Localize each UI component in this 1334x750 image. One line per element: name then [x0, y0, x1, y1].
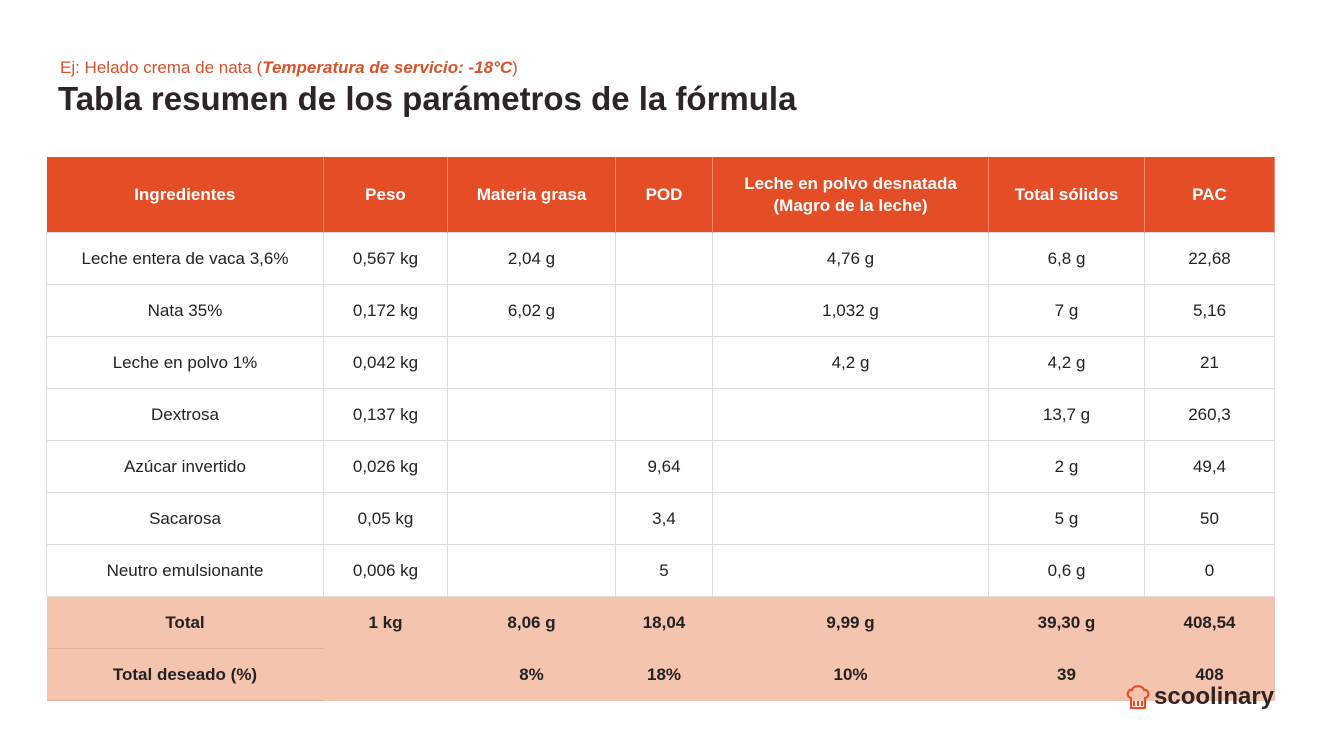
table-cell — [447, 440, 616, 493]
table-cell: 21 — [1144, 336, 1275, 389]
page-title: Tabla resumen de los parámetros de la fó… — [58, 80, 797, 117]
table-cell: 39 — [988, 648, 1145, 701]
column-header: Leche en polvo desnatada (Magro de la le… — [712, 157, 989, 233]
table-cell: 4,76 g — [712, 232, 989, 285]
table-cell — [712, 492, 989, 545]
recipe-subtitle: Ej: Helado crema de nata (Temperatura de… — [60, 58, 518, 78]
table-cell — [712, 440, 989, 493]
table-row: Leche entera de vaca 3,6% 0,567 kg 2,04 g 4… — [46, 232, 1275, 285]
table-header-row: Ingredientes Peso Materia grasa POD Leche en… — [46, 157, 1275, 233]
table-cell — [447, 492, 616, 545]
table-cell — [712, 544, 989, 597]
table-cell: 4,2 g — [988, 336, 1145, 389]
table-cell: 0,026 kg — [323, 440, 448, 493]
table-cell — [323, 648, 448, 701]
table-cell: Leche entera de vaca 3,6% — [46, 232, 324, 285]
table-row: Leche en polvo 1% 0,042 kg 4,2 g 4,2 g 21 — [46, 336, 1275, 389]
table-cell: 0,05 kg — [323, 492, 448, 545]
table-cell: 8,06 g — [447, 596, 616, 649]
table-cell: 18,04 — [615, 596, 713, 649]
table-cell: 0,6 g — [988, 544, 1145, 597]
table-cell — [615, 388, 713, 441]
table-cell: 39,30 g — [988, 596, 1145, 649]
table-cell: 0,006 kg — [323, 544, 448, 597]
column-header: PAC — [1144, 157, 1275, 233]
table-cell: 49,4 — [1144, 440, 1275, 493]
table-cell: 0,567 kg — [323, 232, 448, 285]
table-cell: 9,64 — [615, 440, 713, 493]
table-cell: Nata 35% — [46, 284, 324, 337]
table-cell: 1,032 g — [712, 284, 989, 337]
column-header: Total sólidos — [988, 157, 1145, 233]
table-cell: Dextrosa — [46, 388, 324, 441]
table-cell — [447, 544, 616, 597]
table-cell: 0,042 kg — [323, 336, 448, 389]
table-cell: Sacarosa — [46, 492, 324, 545]
table-cell: 22,68 — [1144, 232, 1275, 285]
table-cell: Azúcar invertido — [46, 440, 324, 493]
logo-text: scoolinary — [1154, 683, 1275, 710]
formula-table: Ingredientes Peso Materia grasa POD Leche en… — [46, 157, 1275, 701]
service-temperature: Temperatura de servicio: -18°C — [262, 58, 513, 77]
table-cell: 50 — [1144, 492, 1275, 545]
table-cell: Leche en polvo 1% — [46, 336, 324, 389]
table-cell — [712, 388, 989, 441]
column-header: POD — [615, 157, 713, 233]
chef-hat-icon — [1126, 685, 1150, 710]
table-cell: 13,7 g — [988, 388, 1145, 441]
table-cell: Total — [46, 596, 324, 649]
table-row: Sacarosa 0,05 kg 3,4 5 g 50 — [46, 492, 1275, 545]
table-cell: 260,3 — [1144, 388, 1275, 441]
table-cell: 2 g — [988, 440, 1145, 493]
scoolinary-logo: scoolinary — [1126, 683, 1274, 711]
table-cell: 0 — [1144, 544, 1275, 597]
table-cell: 8% — [447, 648, 616, 701]
table-cell: 7 g — [988, 284, 1145, 337]
table-cell: 2,04 g — [447, 232, 616, 285]
table-cell: 0,137 kg — [323, 388, 448, 441]
table-cell — [447, 388, 616, 441]
subtitle-prefix: Ej: Helado crema de nata ( — [60, 58, 263, 77]
table-cell — [447, 336, 616, 389]
table-cell — [615, 336, 713, 389]
table-cell: 408,54 — [1144, 596, 1275, 649]
column-header: Peso — [323, 157, 448, 233]
total-row: Total 1 kg 8,06 g 18,04 9,99 g 39,30 g 408,54 — [46, 596, 1275, 649]
table-cell: 5 g — [988, 492, 1145, 545]
table-cell: 9,99 g — [712, 596, 989, 649]
table-row: Azúcar invertido 0,026 kg 9,64 2 g 49,4 — [46, 440, 1275, 493]
table-cell: 5 — [615, 544, 713, 597]
table-cell: 1 kg — [323, 596, 448, 649]
table-cell: 6,8 g — [988, 232, 1145, 285]
table-cell: Total deseado (%) — [46, 648, 324, 701]
table-cell — [615, 284, 713, 337]
table-cell: 18% — [615, 648, 713, 701]
column-header: Materia grasa — [447, 157, 616, 233]
table-cell: 5,16 — [1144, 284, 1275, 337]
column-header: Ingredientes — [46, 157, 324, 233]
subtitle-suffix: ) — [512, 58, 518, 77]
table-cell — [615, 232, 713, 285]
table-cell: 10% — [712, 648, 989, 701]
table-cell: 3,4 — [615, 492, 713, 545]
total-row: Total deseado (%) 8% 18% 10% 39 408 — [46, 648, 1275, 701]
table-row: Dextrosa 0,137 kg 13,7 g 260,3 — [46, 388, 1275, 441]
table-cell: 4,2 g — [712, 336, 989, 389]
table-cell: 0,172 kg — [323, 284, 448, 337]
table-cell: 408 — [1144, 648, 1275, 701]
table-cell: Neutro emulsionante — [46, 544, 324, 597]
table-cell: 6,02 g — [447, 284, 616, 337]
